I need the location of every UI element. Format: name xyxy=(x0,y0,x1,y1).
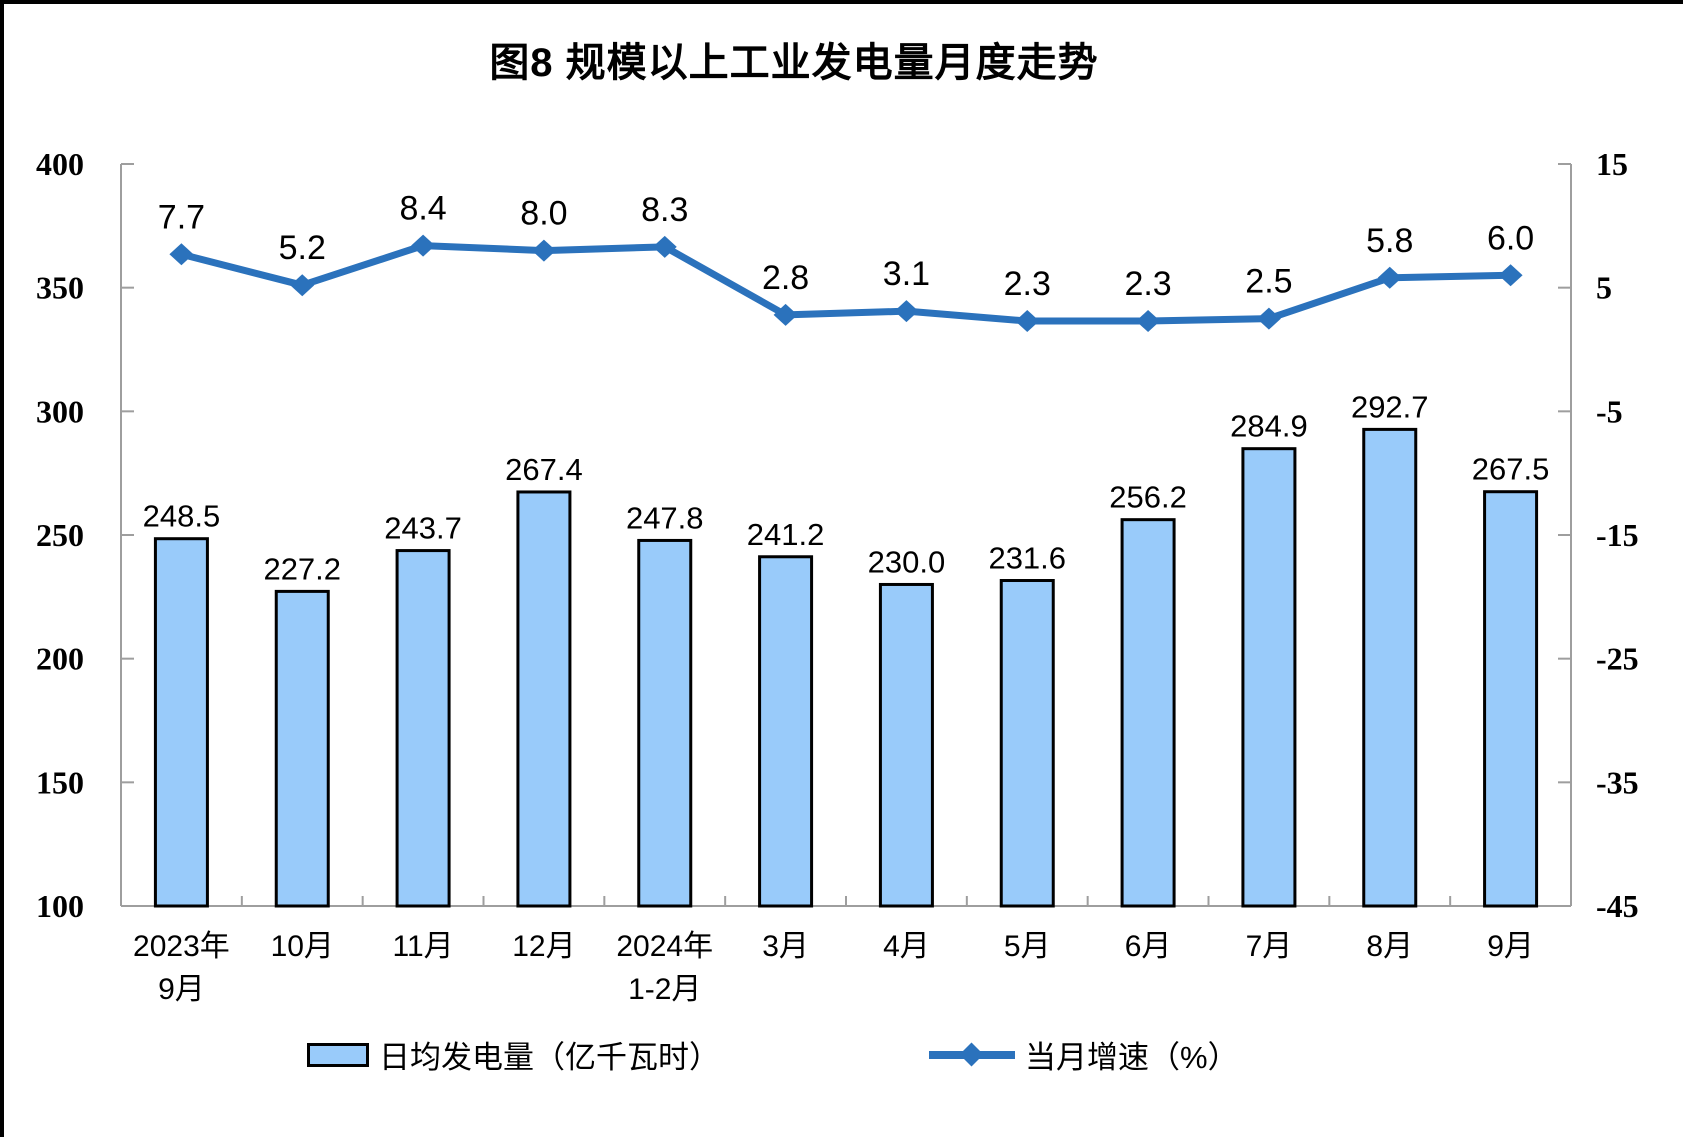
bar xyxy=(1241,447,1297,908)
bar xyxy=(1483,490,1539,908)
x-axis-category-label: 12月 xyxy=(512,930,575,963)
bar-value-label: 230.0 xyxy=(868,544,946,579)
bar-value-label: 292.7 xyxy=(1351,389,1429,424)
line-point-marker xyxy=(773,303,798,326)
bar-value-label: 284.9 xyxy=(1230,409,1308,444)
line-point-marker xyxy=(411,234,436,257)
bar-value-label: 267.5 xyxy=(1472,452,1550,487)
diamond-marker-icon xyxy=(959,1041,984,1067)
bar-value-label: 247.8 xyxy=(626,500,704,535)
line-value-label: 8.4 xyxy=(399,190,446,228)
left-axis-tick-label: 250 xyxy=(36,517,84,553)
line-legend-label: 当月增速（%） xyxy=(1025,1040,1239,1075)
x-axis-category-label: 9月 xyxy=(158,973,205,1006)
line-legend-marker-icon xyxy=(929,1041,1015,1067)
plot-area: 400 350 300 250 200 150 100 15 5 -5 -15 -25 -35 -45 24… xyxy=(36,146,1639,1006)
bar xyxy=(516,490,572,908)
line-value-label: 6.0 xyxy=(1487,219,1534,257)
bar xyxy=(758,555,814,908)
line-value-label: 5.8 xyxy=(1366,222,1413,260)
right-axis-tick-label: -5 xyxy=(1596,393,1623,429)
right-axis-tick-label: -25 xyxy=(1596,641,1639,677)
line-value-label: 3.1 xyxy=(883,255,930,293)
left-axis-tick-label: 350 xyxy=(36,270,84,306)
line-point-marker xyxy=(1136,310,1161,333)
line-value-label: 2.3 xyxy=(1004,265,1051,303)
bar-value-label: 256.2 xyxy=(1109,480,1187,515)
bar-value-label: 241.2 xyxy=(747,517,825,552)
x-axis-category-label: 2024年 xyxy=(616,930,713,963)
bar-value-label: 243.7 xyxy=(384,511,462,546)
x-axis-category-label: 2023年 xyxy=(133,930,230,963)
bar-value-label: 248.5 xyxy=(143,499,221,534)
left-axis-tick-label: 300 xyxy=(36,393,84,429)
bar-value-label: 231.6 xyxy=(988,541,1066,576)
line-value-label: 8.3 xyxy=(641,191,688,229)
left-axis-tick-label: 200 xyxy=(36,641,84,677)
x-axis-category-label: 5月 xyxy=(1004,930,1051,963)
line-point-marker xyxy=(1256,307,1281,330)
line-value-label: 8.0 xyxy=(520,195,567,233)
x-axis-category-label: 9月 xyxy=(1487,930,1534,963)
chart-title-container: 图8 规模以上工业发电量月度走势 xyxy=(4,30,1584,88)
left-axis-tick-label: 150 xyxy=(36,764,84,800)
chart-title: 图8 规模以上工业发电量月度走势 xyxy=(489,41,1099,85)
bar-legend-label: 日均发电量（亿千瓦时） xyxy=(379,1040,720,1075)
left-axis-tick-label: 100 xyxy=(36,888,84,924)
x-axis-category-label: 7月 xyxy=(1246,930,1293,963)
bar xyxy=(395,549,451,908)
x-axis-category-label: 10月 xyxy=(271,930,334,963)
x-axis-category-label: 8月 xyxy=(1366,930,1413,963)
growth-line xyxy=(177,242,1515,325)
line-point-marker xyxy=(1377,266,1402,289)
line-value-label: 5.2 xyxy=(279,229,326,267)
right-axis-tick-label: -45 xyxy=(1596,888,1639,924)
bar xyxy=(1120,518,1176,908)
bar xyxy=(153,537,209,908)
line-point-marker xyxy=(290,274,315,297)
line-value-label: 7.7 xyxy=(158,198,205,236)
bar xyxy=(878,582,934,908)
line-point-marker xyxy=(531,239,556,262)
bar-value-label: 267.4 xyxy=(505,452,583,487)
line-value-label: 2.8 xyxy=(762,259,809,297)
line-value-label: 2.5 xyxy=(1245,263,1292,301)
bar xyxy=(274,589,330,908)
x-axis-category-label: 4月 xyxy=(883,930,930,963)
right-axis-tick-label: -35 xyxy=(1596,764,1639,800)
right-axis-tick-label: 5 xyxy=(1596,270,1612,306)
line-point-marker xyxy=(894,300,919,323)
line-value-label: 2.3 xyxy=(1124,265,1171,303)
legend-item-line: 当月增速（%） xyxy=(929,1032,1239,1077)
legend-item-bars: 日均发电量（亿千瓦时） xyxy=(307,1032,720,1077)
bar-value-label: 227.2 xyxy=(263,551,341,586)
line-point-marker xyxy=(169,243,194,266)
bar-legend-swatch-icon xyxy=(307,1042,369,1067)
x-axis-category-label: 6月 xyxy=(1125,930,1172,963)
line-point-marker xyxy=(1498,264,1523,287)
bar xyxy=(637,538,693,908)
bar xyxy=(999,579,1055,908)
x-axis-category-label: 11月 xyxy=(393,930,454,963)
line-point-marker xyxy=(1015,310,1040,333)
right-axis-tick-label: -15 xyxy=(1596,517,1639,553)
line-point-marker xyxy=(652,235,677,258)
x-axis-category-label: 1-2月 xyxy=(628,973,701,1006)
bar xyxy=(1362,427,1418,908)
right-axis-tick-label: 15 xyxy=(1596,146,1628,182)
x-axis-category-label: 3月 xyxy=(762,930,809,963)
legend: 日均发电量（亿千瓦时） 当月增速（%） xyxy=(4,1026,1683,1086)
left-axis-tick-label: 400 xyxy=(36,146,84,182)
